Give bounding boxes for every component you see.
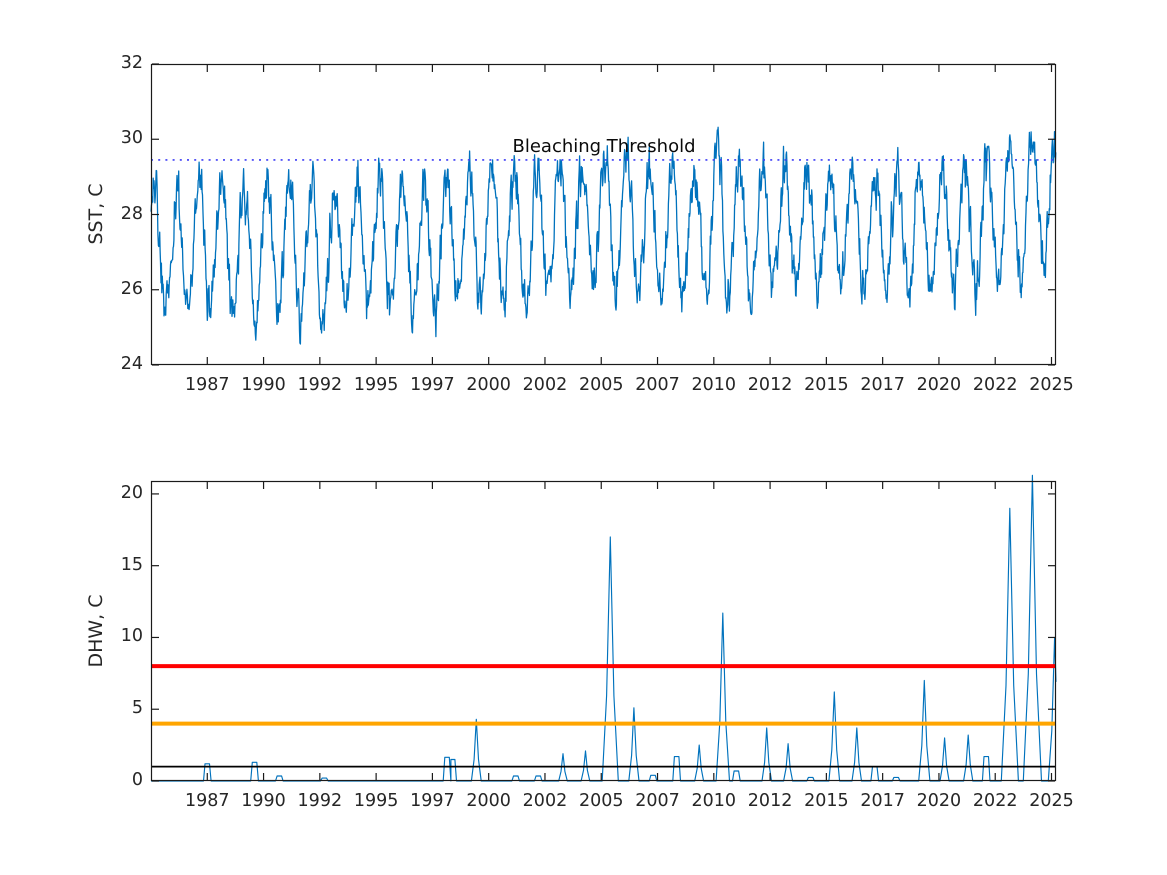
x-tick-label: 2010 [691,375,737,395]
x-tick-label: 1992 [297,375,343,395]
sst-chart [150,63,1057,366]
dhw-series-line [151,474,1057,782]
x-tick-label: 2025 [1029,375,1074,395]
bleaching-threshold-label: Bleaching Threshold [512,136,696,157]
x-tick-label: 2000 [466,791,511,811]
x-tick-label: 1995 [353,791,399,811]
x-tick-label: 1990 [241,375,286,395]
x-tick-label: 2002 [522,791,568,811]
x-tick-label: 1987 [184,791,230,811]
x-tick-label: 2022 [972,375,1018,395]
x-tick-label: 2017 [860,791,905,811]
x-tick-label: 1990 [241,791,286,811]
x-tick-label: 2002 [522,375,568,395]
dhw-chart [150,474,1057,782]
y-tick-label: 0 [131,770,143,790]
x-tick-label: 1997 [410,791,455,811]
x-tick-label: 2005 [578,791,624,811]
x-tick-label: 2005 [578,375,624,395]
x-tick-label: 1995 [353,375,399,395]
x-tick-label: 2020 [916,791,962,811]
y-tick-label: 20 [120,482,143,503]
y-tick-label: 26 [120,278,143,299]
x-tick-label: 2017 [860,375,905,395]
x-tick-label: 2007 [635,375,680,395]
x-tick-label: 2015 [804,791,849,811]
x-tick-label: 2010 [691,791,737,811]
x-tick-label: 2022 [972,791,1018,811]
x-tick-label: 1997 [410,375,455,395]
y-tick-label: 10 [120,626,143,647]
y-tick-label: 28 [120,203,143,224]
y-tick-label: 24 [120,354,143,374]
sst-axis-box [150,63,1057,366]
sst-series-line [150,126,1057,345]
x-tick-label: 2007 [635,791,680,811]
y-tick-label: 5 [131,698,143,719]
x-tick-label: 2012 [747,375,793,395]
y-tick-label: 32 [120,53,143,73]
x-tick-label: 1992 [297,791,343,811]
x-tick-label: 2025 [1029,791,1074,811]
x-tick-label: 1987 [184,375,230,395]
x-tick-label: 2000 [466,375,511,395]
y-tick-label: 30 [120,128,143,149]
x-tick-label: 2015 [804,375,849,395]
x-tick-label: 2020 [916,375,962,395]
y-tick-label: 15 [120,554,143,575]
dhw-axis-box [150,480,1057,782]
x-tick-label: 2012 [747,791,793,811]
